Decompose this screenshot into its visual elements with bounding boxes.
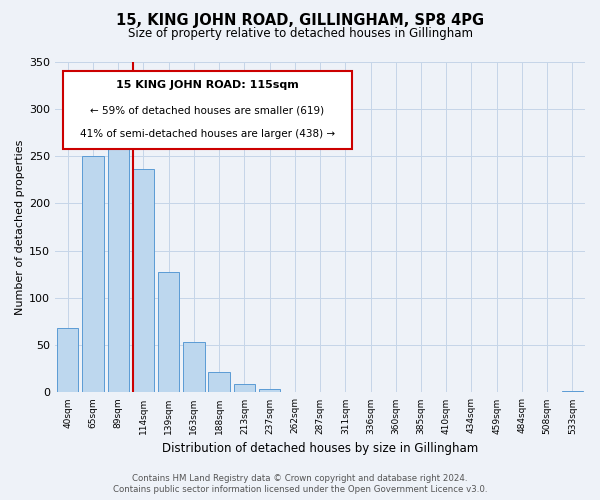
Text: 15, KING JOHN ROAD, GILLINGHAM, SP8 4PG: 15, KING JOHN ROAD, GILLINGHAM, SP8 4PG (116, 12, 484, 28)
Text: 41% of semi-detached houses are larger (438) →: 41% of semi-detached houses are larger (… (80, 128, 335, 138)
Text: Contains HM Land Registry data © Crown copyright and database right 2024.
Contai: Contains HM Land Registry data © Crown c… (113, 474, 487, 494)
Bar (183, 342, 205, 392)
X-axis label: Distribution of detached houses by size in Gillingham: Distribution of detached houses by size … (162, 442, 478, 455)
Text: 15 KING JOHN ROAD: 115sqm: 15 KING JOHN ROAD: 115sqm (116, 80, 299, 90)
Text: Size of property relative to detached houses in Gillingham: Size of property relative to detached ho… (128, 28, 473, 40)
Bar (259, 388, 280, 392)
Bar (562, 390, 583, 392)
Bar (107, 119, 129, 392)
Bar (82, 156, 104, 392)
Y-axis label: Number of detached properties: Number of detached properties (15, 140, 25, 314)
Bar (133, 170, 154, 392)
Bar (208, 372, 230, 392)
FancyBboxPatch shape (63, 72, 352, 149)
Bar (57, 328, 79, 392)
Bar (233, 384, 255, 392)
Text: ← 59% of detached houses are smaller (619): ← 59% of detached houses are smaller (61… (91, 106, 325, 116)
Bar (158, 272, 179, 392)
